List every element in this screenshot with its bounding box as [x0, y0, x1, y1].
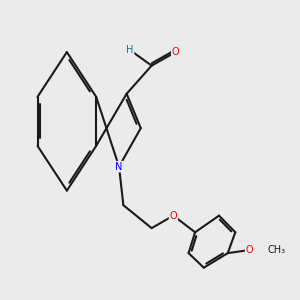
- Text: CH₃: CH₃: [268, 245, 286, 255]
- Text: H: H: [126, 45, 134, 55]
- Text: O: O: [172, 47, 179, 57]
- Text: O: O: [246, 245, 253, 255]
- Text: O: O: [169, 211, 177, 220]
- Text: N: N: [115, 162, 123, 172]
